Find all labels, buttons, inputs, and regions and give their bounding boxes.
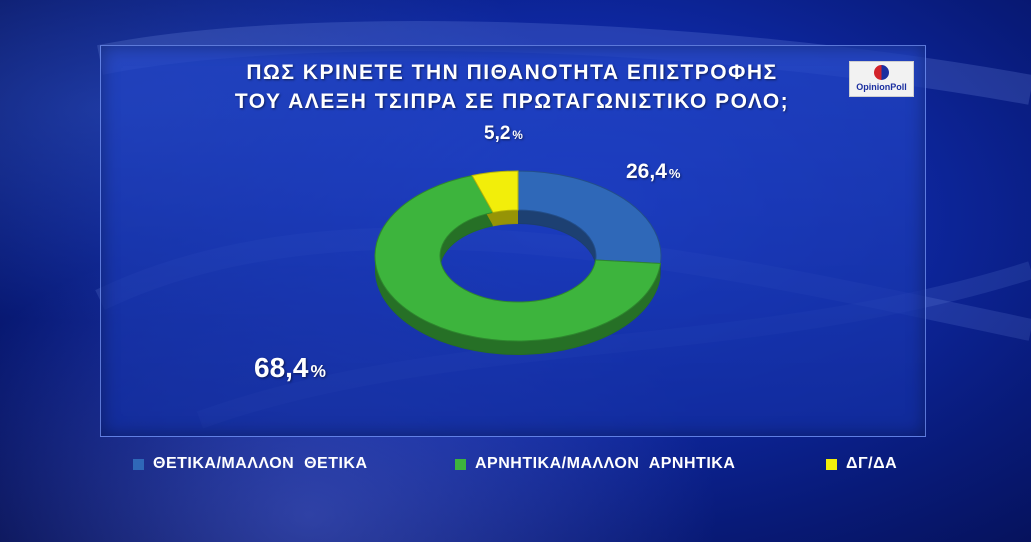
title-line-2: ΤΟΥ ΑΛΕΞΗ ΤΣΙΠΡΑ ΣΕ ΠΡΩΤΑΓΩΝΙΣΤΙΚΟ ΡΟΛΟ; xyxy=(234,90,790,113)
donut-slice-positive xyxy=(517,170,662,264)
data-label-positive-value: 26,4 xyxy=(626,160,667,183)
opinionpoll-logo: OpinionPoll xyxy=(849,61,914,97)
legend-swatch-positive xyxy=(133,458,144,470)
data-label-positive: 26,4% xyxy=(626,160,680,184)
donut-hole xyxy=(441,213,595,303)
legend-swatch-negative xyxy=(455,458,466,470)
donut-slice-negative xyxy=(374,174,662,342)
legend-label-dk: ΔΓ/ΔΑ xyxy=(846,455,898,472)
donut-slice-dk xyxy=(471,170,519,213)
legend-item-positive: ΘΕΤΙΚΑ/ΜΑΛΛΟΝ ΘΕΤΙΚΑ xyxy=(133,455,368,473)
data-label-dk: 5,2% xyxy=(484,123,523,145)
logo-text: OpinionPoll xyxy=(856,82,907,92)
logo-circle-icon xyxy=(874,65,889,80)
title-line-1: ΠΩΣ ΚΡΙΝΕΤΕ ΤΗΝ ΠΙΘΑΝΟΤΗΤΑ ΕΠΙΣΤΡΟΦΗΣ xyxy=(246,61,778,84)
data-label-negative: 68,4% xyxy=(254,352,326,384)
legend-label-positive: ΘΕΤΙΚΑ/ΜΑΛΛΟΝ ΘΕΤΙΚΑ xyxy=(153,455,368,472)
legend-item-dk: ΔΓ/ΔΑ xyxy=(826,455,897,473)
chart-title: ΠΩΣ ΚΡΙΝΕΤΕ ΤΗΝ ΠΙΘΑΝΟΤΗΤΑ ΕΠΙΣΤΡΟΦΗΣ ΤΟ… xyxy=(100,58,924,116)
chart-panel xyxy=(100,45,926,437)
data-label-dk-unit: % xyxy=(512,129,523,142)
legend-item-negative: ΑΡΝΗΤΙΚΑ/ΜΑΛΛΟΝ ΑΡΝΗΤΙΚΑ xyxy=(455,455,735,473)
data-label-dk-value: 5,2 xyxy=(484,123,511,144)
data-label-negative-unit: % xyxy=(310,361,326,381)
legend-label-negative: ΑΡΝΗΤΙΚΑ/ΜΑΛΛΟΝ ΑΡΝΗΤΙΚΑ xyxy=(475,455,736,472)
legend-swatch-dk xyxy=(826,458,837,470)
data-label-positive-unit: % xyxy=(668,166,681,181)
data-label-negative-value: 68,4 xyxy=(254,352,309,383)
